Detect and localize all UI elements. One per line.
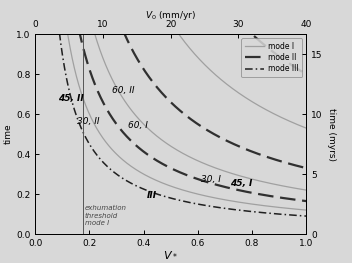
Text: III: III (147, 191, 157, 200)
Text: 60, I: 60, I (128, 121, 148, 130)
Text: 30, I: 30, I (201, 175, 221, 184)
Legend: mode I, mode II, mode III: mode I, mode II, mode III (241, 38, 302, 77)
Y-axis label: time: time (4, 124, 13, 144)
Text: 30, II: 30, II (77, 117, 99, 126)
Text: 45, I: 45, I (230, 179, 252, 188)
Text: exhumation
threshold
mode I: exhumation threshold mode I (84, 205, 126, 226)
Text: 60, II: 60, II (112, 86, 134, 95)
X-axis label: $V_*$: $V_*$ (163, 249, 178, 260)
Text: 45, II: 45, II (58, 94, 83, 103)
X-axis label: $V_0$ (mm/yr): $V_0$ (mm/yr) (145, 9, 196, 22)
Y-axis label: time (myrs): time (myrs) (327, 108, 336, 161)
